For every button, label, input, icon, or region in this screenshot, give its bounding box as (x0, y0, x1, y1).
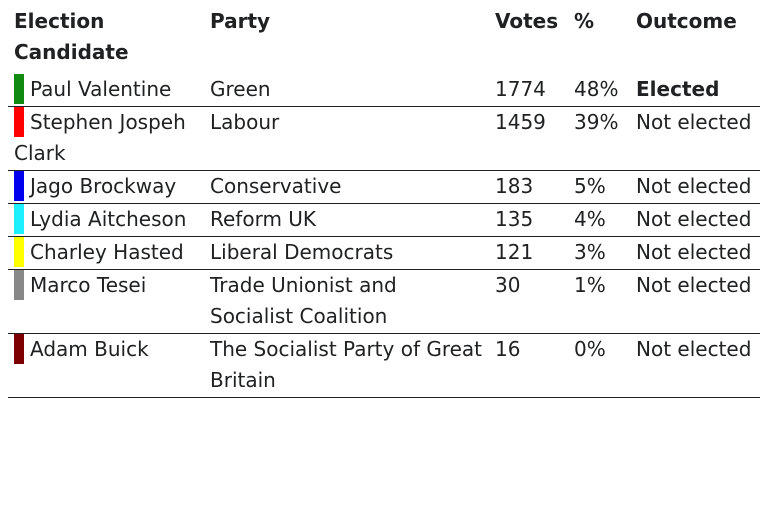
party-color-swatch (14, 204, 24, 234)
percent-cell: 5% (568, 170, 630, 204)
candidate-cell: Jago Brockway (8, 170, 204, 204)
party-color-swatch (14, 237, 24, 267)
table-row: Jago Brockway Conservative 183 5% Not electe… (8, 170, 760, 204)
votes-cell: 183 (489, 170, 568, 204)
table-row: Paul Valentine Green 1774 48% Elected (8, 68, 760, 107)
party-color-swatch (14, 334, 24, 364)
votes-cell: 1459 (489, 106, 568, 171)
votes-cell: 30 (489, 269, 568, 334)
percent-cell: 0% (568, 333, 630, 398)
party-cell: Trade Unionist and Socialist Coalition (204, 269, 489, 334)
percent-cell: 3% (568, 236, 630, 270)
percent-cell: 4% (568, 203, 630, 237)
header-outcome: Outcome (636, 9, 737, 33)
candidate-cell: Adam Buick (8, 333, 204, 398)
party-color-swatch (14, 74, 24, 104)
candidate-name: Jago Brockway (30, 174, 177, 198)
candidate-cell: Lydia Aitcheson (8, 203, 204, 237)
percent-cell: 48% (574, 77, 619, 101)
header-percent: % (574, 9, 595, 33)
outcome-cell: Not elected (630, 333, 760, 398)
party-color-swatch (14, 270, 24, 300)
election-results-table: Election Candidate Party Votes % Outcome… (8, 4, 760, 398)
votes-cell: 16 (489, 333, 568, 398)
candidate-cell: Stephen Jospeh Clark (8, 106, 204, 171)
header-candidate: Election Candidate (14, 9, 129, 64)
party-cell: Liberal Democrats (204, 236, 489, 270)
votes-cell: 1774 (495, 77, 546, 101)
party-cell: Labour (204, 106, 489, 171)
candidate-name: Stephen Jospeh Clark (14, 110, 186, 165)
candidate-name: Marco Tesei (30, 273, 147, 297)
table-row: Marco Tesei Trade Unionist and Socialist … (8, 269, 760, 334)
candidate-name: Charley Hasted (30, 240, 184, 264)
table-row: Lydia Aitcheson Reform UK 135 4% Not elected (8, 203, 760, 237)
outcome-cell: Not elected (630, 170, 760, 204)
party-cell: Conservative (204, 170, 489, 204)
candidate-name: Paul Valentine (30, 77, 172, 101)
candidate-name: Lydia Aitcheson (30, 207, 187, 231)
percent-cell: 39% (568, 106, 630, 171)
outcome-cell: Not elected (630, 203, 760, 237)
table-row: Stephen Jospeh Clark Labour 1459 39% Not ele… (8, 106, 760, 171)
outcome-cell: Not elected (630, 269, 760, 334)
party-cell: Reform UK (204, 203, 489, 237)
table-row: Charley Hasted Liberal Democrats 121 3% Not … (8, 236, 760, 270)
candidate-cell: Charley Hasted (8, 236, 204, 270)
header-votes: Votes (495, 9, 559, 33)
header-party: Party (210, 9, 271, 33)
percent-cell: 1% (568, 269, 630, 334)
votes-cell: 135 (489, 203, 568, 237)
outcome-cell: Elected (636, 77, 720, 101)
table-row: Adam Buick The Socialist Party of Great B… (8, 333, 760, 398)
party-cell: Green (210, 77, 271, 101)
table-header-row: Election Candidate Party Votes % Outcome (8, 4, 760, 68)
outcome-cell: Not elected (630, 236, 760, 270)
votes-cell: 121 (489, 236, 568, 270)
outcome-cell: Not elected (630, 106, 760, 171)
party-cell: The Socialist Party of Great Britain (204, 333, 489, 398)
candidate-name: Adam Buick (30, 337, 149, 361)
candidate-cell: Marco Tesei (8, 269, 204, 334)
party-color-swatch (14, 107, 24, 137)
party-color-swatch (14, 171, 24, 201)
candidate-cell: Paul Valentine (8, 68, 204, 107)
